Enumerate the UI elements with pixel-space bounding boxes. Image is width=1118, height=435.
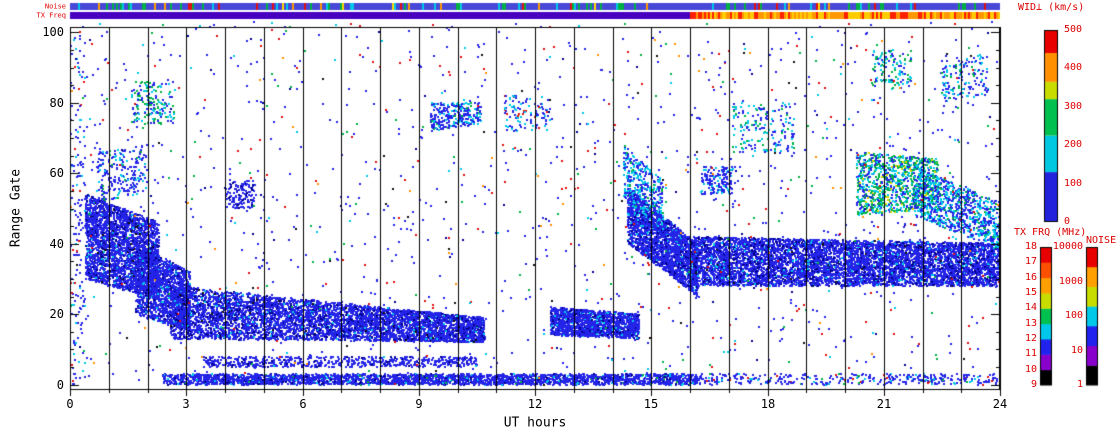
x-tick-label: 21	[876, 397, 892, 411]
y-tick-label: 80	[49, 96, 64, 110]
noise-colorbar-tick: 1000	[1058, 276, 1083, 287]
txfrq-colorbar-tick: 14	[1024, 302, 1037, 313]
txfreq-strip-label: TX Freq	[36, 11, 66, 20]
wid-colorbar-tick: 100	[1064, 178, 1083, 189]
txfrq-colorbar-tick: 9	[1030, 379, 1037, 390]
x-tick-label: 3	[182, 397, 190, 411]
wid-colorbar-title: WID⊥ (km/s)	[1018, 2, 1085, 13]
y-tick-label: 0	[56, 378, 64, 392]
wid-colorbar-tick: 500	[1064, 24, 1083, 35]
x-tick-label: 24	[992, 397, 1008, 411]
wid-colorbar-tick: 400	[1064, 62, 1083, 73]
noise-colorbar-title: NOISE	[1086, 235, 1117, 246]
y-tick-label: 100	[42, 25, 64, 39]
wid-colorbar-tick: 0	[1064, 216, 1071, 227]
x-tick-label: 0	[66, 397, 74, 411]
x-tick-label: 15	[643, 397, 659, 411]
noise-colorbar-tick: 1	[1076, 379, 1083, 390]
noise-colorbar-tick: 100	[1064, 310, 1083, 321]
wid-colorbar-tick: 300	[1064, 101, 1083, 112]
x-tick-label: 12	[527, 397, 543, 411]
txfrq-colorbar-tick: 12	[1024, 333, 1037, 344]
txfrq-colorbar-tick: 15	[1024, 287, 1037, 298]
wid-colorbar-tick: 200	[1064, 139, 1083, 150]
txfrq-colorbar-tick: 10	[1024, 364, 1037, 375]
x-tick-label: 6	[299, 397, 307, 411]
noise-colorbar-tick: 10000	[1052, 241, 1083, 252]
x-tick-label: 9	[415, 397, 423, 411]
noise-colorbar-tick: 10	[1070, 345, 1083, 356]
txfrq-colorbar-tick: 16	[1024, 272, 1037, 283]
txfrq-colorbar-title: TX FRQ (MHz)	[1014, 227, 1087, 238]
txfrq-colorbar-tick: 13	[1024, 318, 1037, 329]
txfrq-colorbar-tick: 18	[1024, 241, 1037, 252]
noise-strip-label: Noise	[44, 2, 66, 11]
y-tick-label: 60	[49, 166, 64, 180]
x-axis-title: UT hours	[503, 415, 567, 431]
y-tick-label: 20	[49, 307, 64, 321]
y-axis-title: Range Gate	[8, 168, 24, 248]
txfrq-colorbar-tick: 11	[1024, 348, 1037, 359]
y-tick-label: 40	[49, 237, 64, 251]
txfrq-colorbar-tick: 17	[1024, 256, 1037, 267]
x-tick-label: 18	[760, 397, 776, 411]
